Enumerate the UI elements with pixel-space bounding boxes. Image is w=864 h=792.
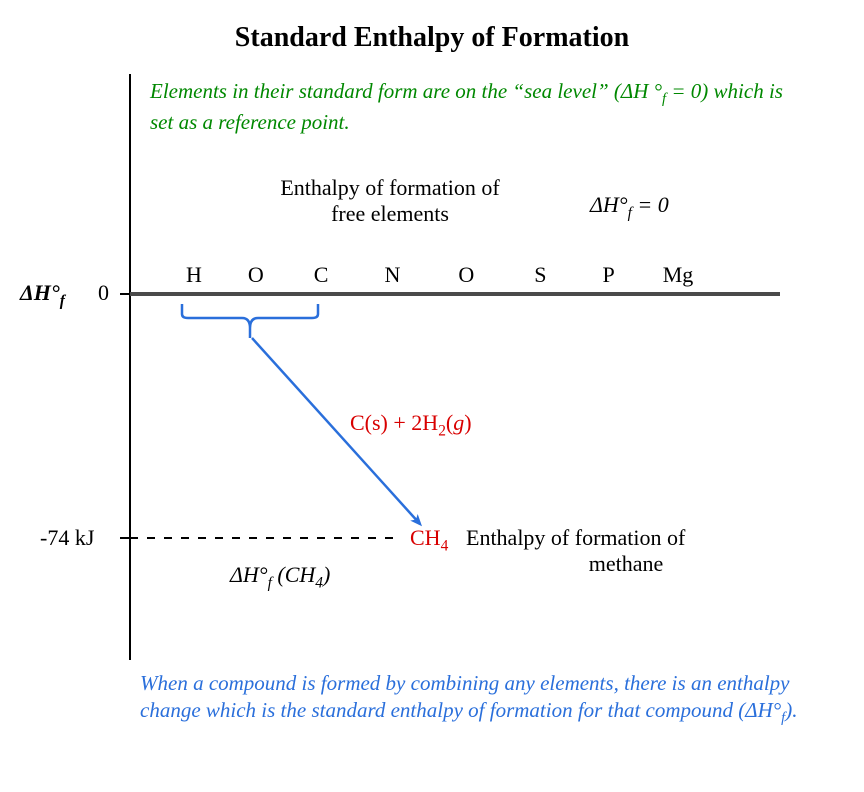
- subheading-line1: Enthalpy of formation of: [280, 175, 499, 200]
- element-h-0: H: [186, 262, 202, 288]
- bracket-hoc: [182, 304, 318, 338]
- subheading: Enthalpy of formation of free elements: [240, 175, 540, 228]
- ch4-label: CH4: [410, 525, 448, 555]
- element-n-3: N: [384, 262, 400, 288]
- elements-row: H O C N O S P Mg: [186, 262, 693, 288]
- page-title: Standard Enthalpy of Formation: [0, 22, 864, 54]
- element-o-1: O: [248, 262, 264, 288]
- y-axis-label: ΔH°f: [20, 280, 65, 310]
- green-note-text: Elements in their standard form are on t…: [150, 79, 783, 134]
- element-o-4: O: [458, 262, 474, 288]
- neg74-label: -74 kJ: [40, 525, 94, 551]
- methane-label-line1: Enthalpy of formation of: [466, 525, 685, 550]
- delta-h-zero-label: ΔH°f = 0: [590, 192, 669, 222]
- methane-label-line2: methane: [466, 551, 786, 577]
- y-axis-zero: 0: [98, 280, 109, 306]
- blue-note: When a compound is formed by combining a…: [140, 670, 800, 729]
- green-note: Elements in their standard form are on t…: [150, 78, 790, 135]
- element-mg-7: Mg: [663, 262, 694, 288]
- element-c-2: C: [314, 262, 329, 288]
- methane-label: Enthalpy of formation of methane: [466, 525, 786, 578]
- subheading-line2: free elements: [331, 201, 449, 226]
- reaction-formula: C(s) + 2H2(g): [350, 410, 472, 440]
- element-p-6: P: [603, 262, 615, 288]
- element-s-5: S: [534, 262, 546, 288]
- dhf-ch4-label: ΔH°f (CH4): [230, 562, 330, 592]
- diagram-stage: Standard Enthalpy of Formation Elements …: [0, 0, 864, 792]
